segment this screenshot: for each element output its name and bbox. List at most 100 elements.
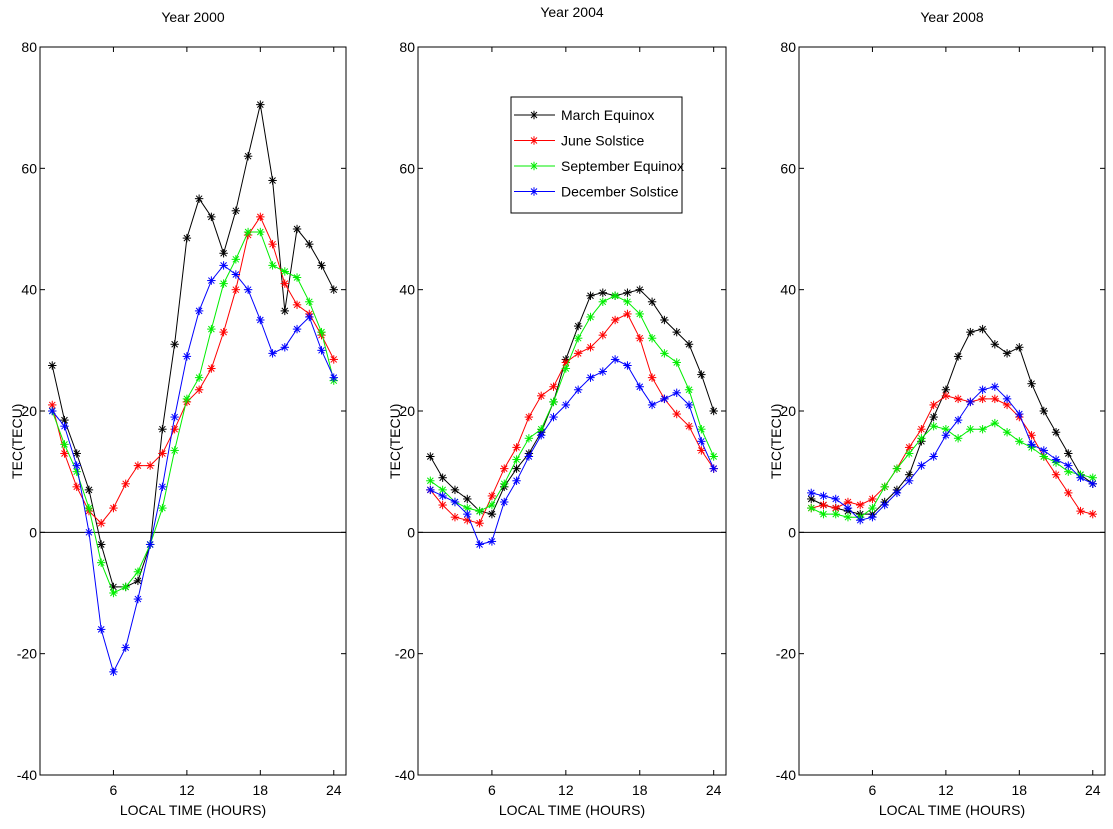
data-point xyxy=(121,643,130,652)
data-point xyxy=(586,373,595,382)
data-point xyxy=(831,509,840,519)
data-point xyxy=(697,437,706,446)
data-point xyxy=(243,227,253,237)
y-axis-label: TEC(TECU) xyxy=(768,404,784,479)
legend-entry: March Equinox xyxy=(514,107,654,123)
data-point xyxy=(697,446,706,455)
data-point xyxy=(1064,461,1073,470)
data-point xyxy=(158,482,167,492)
data-point xyxy=(170,412,179,422)
data-point xyxy=(317,346,326,355)
panel-year-2004: Year 2004 LOCAL TIME (HOURS) TEC(TECU) -… xyxy=(387,4,727,818)
data-point xyxy=(72,449,81,458)
data-point xyxy=(487,491,497,501)
data-point xyxy=(60,421,69,431)
data-point xyxy=(684,385,694,394)
data-point xyxy=(966,425,975,434)
panel-year-2008: Year 2008 LOCAL TIME (HOURS) TEC(TECU) -… xyxy=(768,9,1106,818)
data-point xyxy=(549,412,558,422)
data-point xyxy=(647,334,657,343)
plot-frame xyxy=(798,46,1106,776)
data-point xyxy=(953,434,963,443)
data-point xyxy=(1015,343,1024,352)
data-point xyxy=(243,285,253,294)
data-point xyxy=(549,382,558,391)
data-point xyxy=(84,485,94,495)
data-point xyxy=(819,500,828,510)
data-point xyxy=(219,327,228,337)
y-axis-label: TEC(TECU) xyxy=(9,404,25,479)
data-point xyxy=(966,397,975,407)
x-tick-label: 24 xyxy=(706,782,722,798)
data-point xyxy=(268,261,277,270)
data-point xyxy=(1002,349,1012,358)
data-point xyxy=(256,227,265,237)
x-tick-label: 24 xyxy=(1085,782,1101,798)
data-point xyxy=(231,255,241,264)
data-point xyxy=(819,509,828,519)
x-tick-label: 12 xyxy=(938,782,954,798)
data-point xyxy=(97,540,106,549)
series-june-solstice xyxy=(807,391,1097,519)
data-point xyxy=(978,425,987,434)
data-point xyxy=(524,412,534,422)
data-point xyxy=(941,431,951,440)
data-point xyxy=(1015,409,1024,419)
data-point xyxy=(610,315,620,325)
data-point xyxy=(194,306,204,316)
legend: March Equinox June Solstice September Equi… xyxy=(510,96,684,214)
series-line xyxy=(430,358,715,546)
data-point xyxy=(807,488,816,498)
legend-entry: June Solstice xyxy=(514,133,644,149)
data-point xyxy=(487,509,497,519)
data-point xyxy=(280,306,289,316)
series-line xyxy=(429,289,715,515)
data-point xyxy=(929,421,938,431)
y-tick-label: -20 xyxy=(17,646,37,662)
data-point xyxy=(672,388,681,397)
data-point xyxy=(573,385,583,394)
data-point xyxy=(182,233,192,243)
data-point xyxy=(1088,509,1097,519)
data-point xyxy=(219,279,228,288)
data-point xyxy=(133,594,143,604)
data-point xyxy=(917,434,926,443)
data-point xyxy=(672,358,681,367)
data-point xyxy=(1051,455,1061,464)
data-point xyxy=(48,400,57,410)
panel-title: Year 2008 xyxy=(920,9,984,25)
data-point xyxy=(145,461,155,470)
y-tick-label: 80 xyxy=(21,39,37,55)
data-point xyxy=(598,330,607,340)
data-point xyxy=(660,315,669,325)
data-point xyxy=(121,479,130,488)
data-point xyxy=(561,400,571,410)
data-point xyxy=(904,449,914,458)
y-tick-label: 20 xyxy=(399,403,415,419)
data-point xyxy=(623,297,632,306)
data-point xyxy=(231,206,241,215)
data-point xyxy=(868,494,877,504)
data-point xyxy=(84,503,94,513)
y-tick-label: 40 xyxy=(780,282,796,298)
data-point xyxy=(807,503,816,513)
data-point xyxy=(475,506,484,516)
data-point xyxy=(904,476,914,485)
data-point xyxy=(709,406,718,416)
data-point xyxy=(256,212,265,222)
data-point xyxy=(1064,488,1073,498)
data-point xyxy=(133,461,143,470)
data-point xyxy=(623,361,632,370)
y-tick-label: 20 xyxy=(780,403,796,419)
data-point xyxy=(684,421,694,431)
legend-label: December Solstice xyxy=(561,184,679,200)
data-point xyxy=(647,373,657,382)
data-point xyxy=(684,340,694,349)
data-point xyxy=(561,364,571,373)
data-point xyxy=(97,625,106,634)
series-september-equinox xyxy=(48,227,338,598)
series-line xyxy=(51,104,335,588)
data-point xyxy=(231,270,241,279)
legend-marker xyxy=(529,110,539,120)
data-point xyxy=(709,452,718,461)
